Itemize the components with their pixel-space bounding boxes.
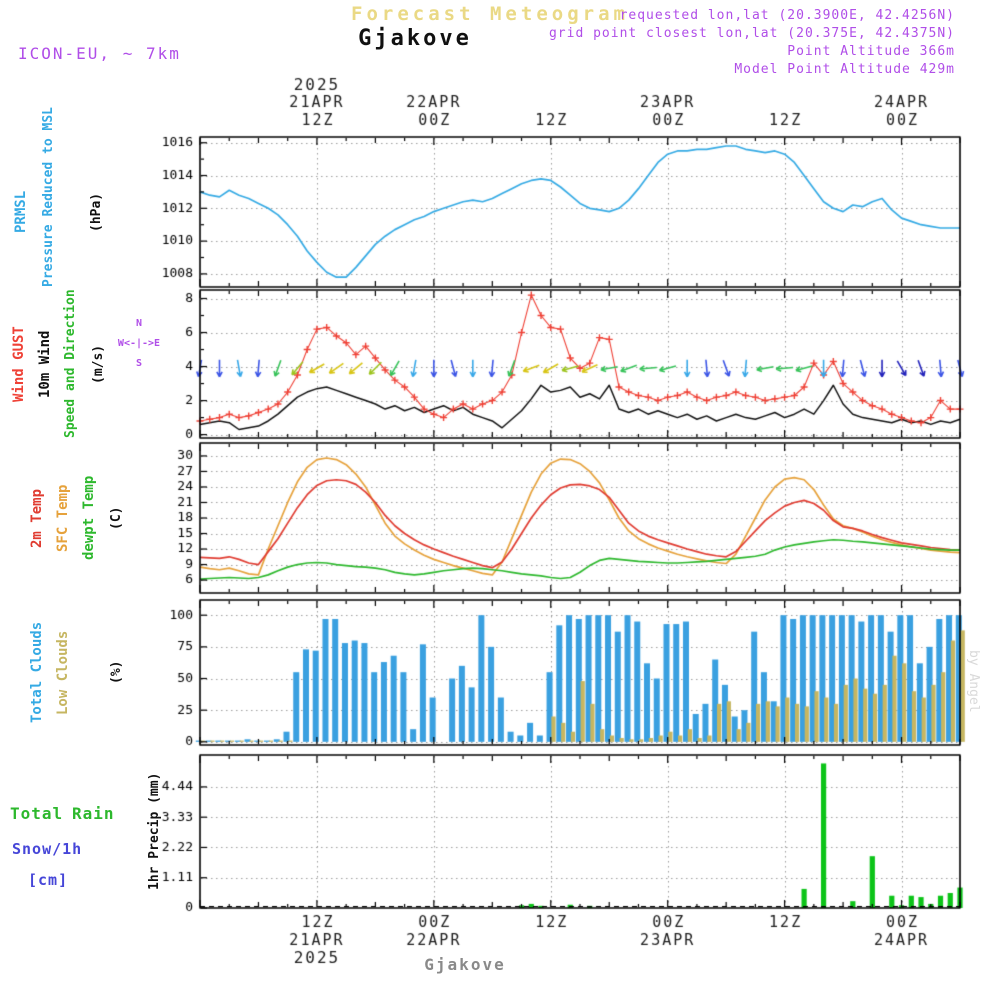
- prmsl-sublabel: Pressure Reduced to MSL: [41, 106, 56, 287]
- precip-rain-label: Rain: [72, 804, 115, 823]
- temp-sfc-label: SFC Temp: [55, 484, 71, 552]
- precip-snow-label: Snow/1h: [12, 840, 83, 858]
- precip-axis-label: 1hr Precip (mm): [147, 772, 162, 891]
- wind-compass-legend: N W<-|->E S: [112, 300, 166, 386]
- prmsl-label: PRMSL: [13, 190, 29, 234]
- footer-station: Gjakove: [424, 955, 506, 974]
- clouds-low-label: Low Clouds: [55, 630, 71, 715]
- page-title: Forecast Meteogram: [351, 3, 629, 25]
- temp-2m-label: 2m Temp: [29, 488, 45, 548]
- compass-west-east-label: W<-|->E: [117, 337, 161, 349]
- wind-10m-label: 10m Wind: [37, 330, 53, 398]
- temp-dewpt-label: dewpt Temp: [81, 475, 97, 561]
- wind-speed-dir-label: Speed and Direction: [63, 289, 78, 438]
- watermark: by Angel: [966, 650, 981, 713]
- compass-north-label: N: [135, 317, 143, 329]
- model-label: ICON-EU, ~ 7km: [18, 44, 181, 63]
- wind-gust-label: Wind GUST: [11, 326, 27, 402]
- requested-coords: requested lon,lat (20.3900E, 42.4256N): [619, 8, 955, 23]
- point-altitude: Point Altitude 366m: [787, 44, 955, 59]
- wind-unit-label: (m/s): [91, 344, 106, 384]
- compass-south-label: S: [135, 357, 143, 369]
- clouds-unit-label: (%): [109, 660, 124, 685]
- prmsl-unit-label: (hPa): [89, 192, 104, 232]
- grid-coords: grid point closest lon,lat (20.375E, 42.…: [548, 26, 955, 41]
- model-altitude: Model Point Altitude 429m: [734, 62, 955, 77]
- precip-total-label: Total: [10, 804, 64, 823]
- station-title: Gjakove: [358, 26, 472, 51]
- temp-unit-label: (C): [109, 506, 124, 530]
- precip-cm-label: [cm]: [28, 871, 69, 889]
- clouds-total-label: Total Clouds: [29, 621, 45, 724]
